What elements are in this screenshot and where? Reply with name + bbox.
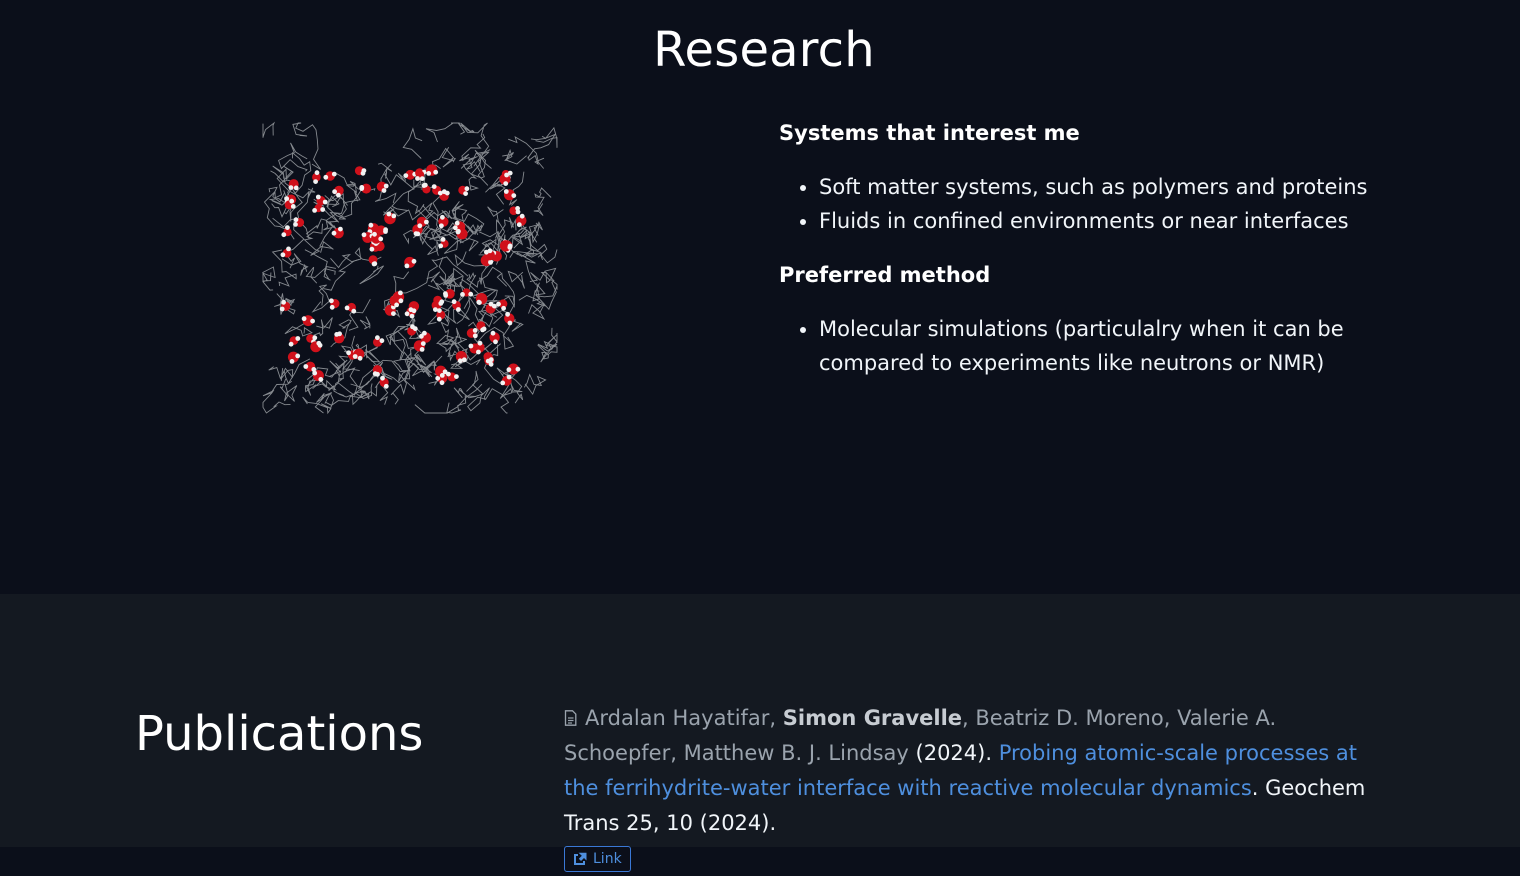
authors-after: , Beatriz D. Moreno, Valerie A. Schoepfe… [564,706,1277,765]
research-section: Research Systems that interest me Soft m… [0,0,1520,594]
research-title: Research [653,22,875,78]
highlighted-author: Simon Gravelle [782,706,963,730]
research-description: Systems that interest me Soft matter sys… [779,118,1379,402]
list-item: Molecular simulations (particulalry when… [819,312,1379,380]
journal-info: . Geochem Trans 25, 10 (2024). [564,776,1366,835]
publication-title-link[interactable]: Probing atomic-scale processes at the fe… [564,741,1357,800]
external-link-icon [574,852,587,865]
list-item: Soft matter systems, such as polymers an… [819,170,1379,204]
publications-section: Publications Ardalan Hayatifar, Simon Gr… [0,594,1520,872]
publications-title: Publications [135,706,424,762]
publication-link-button[interactable]: Link [564,845,631,872]
method-heading: Preferred method [779,263,991,287]
molecular-simulation-image [261,121,558,415]
method-list: Molecular simulations (particulalry when… [779,312,1379,380]
interests-heading: Systems that interest me [779,121,1080,145]
interests-list: Soft matter systems, such as polymers an… [779,170,1379,238]
publication-entry: Ardalan Hayatifar, Simon Gravelle, Beatr… [564,701,1394,876]
document-icon [564,710,577,726]
authors-before: Ardalan Hayatifar, [585,706,783,730]
list-item: Fluids in confined environments or near … [819,204,1379,238]
publication-year: (2024). [908,741,999,765]
link-button-label: Link [593,850,622,867]
